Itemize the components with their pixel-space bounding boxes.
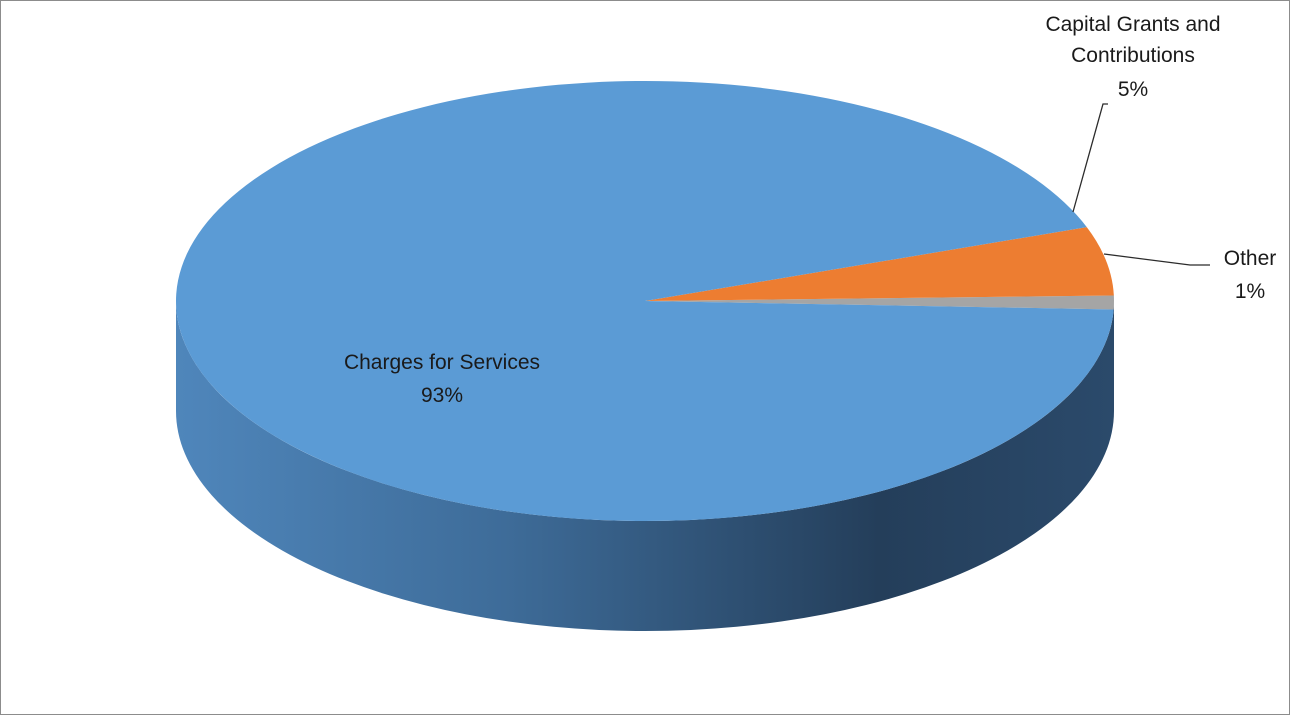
label-capital-name-line1: Capital Grants and — [1045, 13, 1220, 36]
label-charges-name: Charges for Services — [344, 351, 540, 374]
label-capital-pct: 5% — [1118, 78, 1148, 101]
slice-capital-grants — [645, 227, 1114, 301]
label-capital-name-line2: Contributions — [1071, 44, 1195, 67]
slice-other — [645, 295, 1114, 310]
label-other-name: Other — [1224, 247, 1277, 270]
label-charges-pct: 93% — [421, 384, 463, 407]
leader-line-other — [1103, 253, 1210, 266]
label-other-pct: 1% — [1235, 280, 1265, 303]
slice-charges-for-services — [175, 80, 1114, 521]
pie-slices — [175, 80, 1114, 521]
leader-line-capital — [1072, 103, 1108, 213]
pie-side-wall — [176, 301, 1114, 631]
